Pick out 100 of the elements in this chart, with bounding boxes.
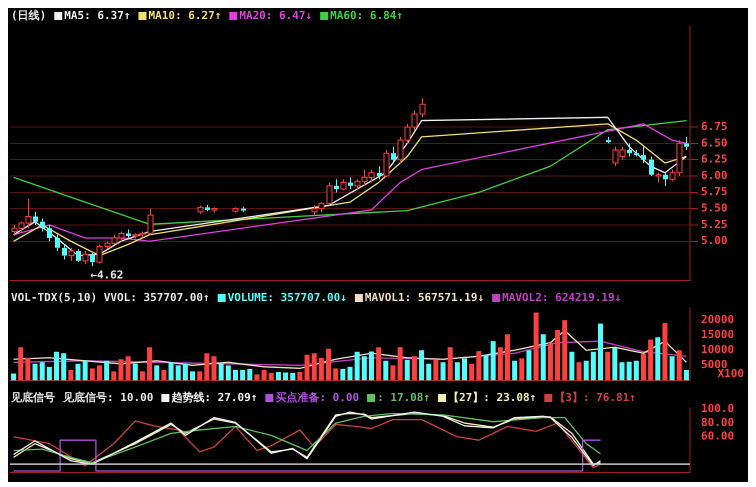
candlestick [334,178,339,193]
legend-label: : 17.08↑ [377,390,430,404]
candlestick [606,136,611,144]
bar [655,337,660,380]
bar [634,360,639,380]
bar [576,362,582,380]
chart-title: VOL-TDX(5,10) VVOL: 357707.00↑ [11,290,210,304]
bar [504,334,510,380]
legend-label: MA10: 6.27↑ [148,8,222,22]
bar [168,362,174,380]
bar [111,371,116,380]
y-tick-label: 60.00 [701,430,734,443]
bar [126,356,131,380]
bar [376,347,382,380]
bar [268,372,274,380]
bar [347,366,353,380]
legend-label: MAVOL1: 567571.19↓ [364,290,484,304]
bar [490,341,496,380]
bar [40,362,45,380]
bar [598,324,604,380]
candlestick [634,149,639,157]
bar [197,371,202,380]
bar [412,356,417,380]
text: 见底信号: 10.00 [62,390,154,404]
chart-title: (日线) [11,8,46,22]
candlestick [126,229,131,238]
bar [555,330,560,380]
bar [140,371,145,380]
bar [204,353,210,380]
bar [619,362,625,380]
bar [25,358,30,380]
bar [569,352,574,380]
bar [483,354,489,380]
bar [662,323,668,380]
bar [626,362,632,380]
y-tick-label: 5.00 [701,234,728,248]
candlestick [663,172,668,186]
bar [68,370,74,380]
bar [383,360,388,380]
bar [469,364,474,380]
bar [247,368,252,380]
bar [318,358,324,380]
bar [440,362,446,380]
bar [11,373,16,380]
y-tick-label: 6.00 [701,168,728,182]
bar [590,352,596,380]
bar [362,356,367,380]
bar [54,352,60,380]
bar [96,365,102,380]
bar [340,368,346,380]
bar [147,347,152,380]
bar [190,371,196,380]
bar [90,368,95,380]
bar [232,370,238,380]
bar [526,350,532,380]
legend-label: 买点准备: 0.00 [275,390,360,404]
bar [218,364,224,380]
legend-label: MA60: 6.84↑ [330,8,404,22]
candlestick [641,146,646,164]
legend-label: 【3】: 76.81↑ [554,390,636,404]
legend-label: MA20: 6.47↓ [239,8,312,22]
legend-label: MAVOL2: 624219.19↓ [502,290,622,304]
bar [226,365,231,380]
y-tick-label: 5.75 [701,185,728,198]
bar [262,370,267,380]
y-tick-label: 6.25 [701,152,728,166]
bar [519,358,524,380]
legend-label: MA5: 6.37↑ [64,8,130,22]
bar [498,347,503,380]
bar [368,351,374,380]
bar [312,353,317,380]
y-tick-label: 6.50 [701,136,728,150]
bar [684,370,689,380]
bar [182,364,188,380]
bar [612,348,618,380]
bar [426,364,432,380]
candlestick [62,244,67,260]
y-tick-label: 5.50 [701,202,728,215]
annotation: ←4.62 [90,268,124,282]
y-tick-label: 5.25 [701,218,728,231]
bar [161,370,166,380]
candlestick [391,146,396,164]
bar [154,365,160,380]
bar [512,360,518,380]
candlestick [241,206,246,212]
candlestick [76,248,81,263]
bar [454,362,460,380]
candlestick [47,224,52,242]
bar [290,372,296,380]
bar [211,356,217,380]
bar [326,348,332,380]
bar [640,354,646,380]
bar [32,364,38,380]
candlestick [684,136,689,150]
candlestick [90,252,95,267]
bar [82,360,88,380]
candlestick [627,142,632,157]
y-tick-label: 15000 [701,328,734,342]
candlestick [205,204,210,212]
candlestick [649,156,654,177]
